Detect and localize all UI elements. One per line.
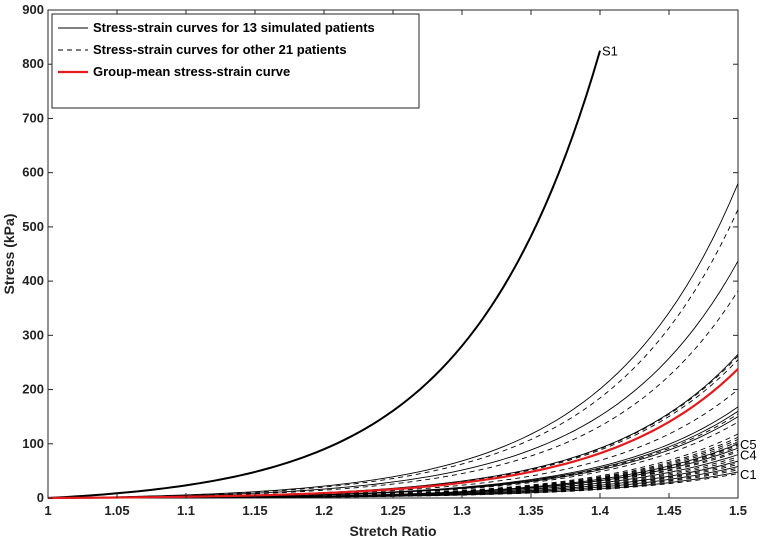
curve-label-c5: C5 <box>740 437 757 452</box>
curve-label-s1: S1 <box>602 44 618 59</box>
legend-label: Stress-strain curves for other 21 patien… <box>93 42 347 57</box>
curve-simulated-1 <box>47 183 739 499</box>
curve-label-c1: C1 <box>740 467 757 482</box>
x-tick-label: 1.5 <box>729 503 747 518</box>
x-axis-label: Stretch Ratio <box>349 523 436 539</box>
y-tick-label: 200 <box>22 382 44 397</box>
ticks-layer: 1 1.05 1.1 1.15 1.2 1.25 1.3 1.35 1.4 1.45 1.5 0 100… <box>22 2 747 518</box>
y-tick-label: 900 <box>22 2 44 17</box>
legend: Stress-strain curves for 13 simulated pa… <box>51 13 420 109</box>
curve-label-c4: C4 <box>740 448 757 463</box>
curve-other-19 <box>47 421 739 499</box>
x-tick-label: 1.3 <box>453 503 471 518</box>
y-tick-label: 0 <box>37 490 44 505</box>
y-tick-label: 800 <box>22 56 44 71</box>
y-tick-label: 600 <box>22 165 44 180</box>
legend-box <box>51 13 420 109</box>
curve-other-18 <box>47 413 739 499</box>
y-tick-label: 700 <box>22 110 44 125</box>
x-tick-label: 1.4 <box>591 503 610 518</box>
y-tick-label: 100 <box>22 436 44 451</box>
curve-mean-35 <box>47 368 739 500</box>
y-tick-label: 400 <box>22 273 44 288</box>
x-tick-label: 1.05 <box>104 503 129 518</box>
x-tick-label: 1.2 <box>315 503 333 518</box>
x-tick-label: 1.45 <box>656 503 681 518</box>
legend-label: Stress-strain curves for 13 simulated pa… <box>93 20 375 35</box>
y-tick-label: 500 <box>22 219 44 234</box>
x-tick-label: 1.35 <box>518 503 543 518</box>
curve-other-17 <box>47 389 739 499</box>
y-tick-label: 300 <box>22 327 44 342</box>
curve-other-13 <box>47 209 739 499</box>
x-tick-label: 1.15 <box>242 503 267 518</box>
x-tick-label: 1.25 <box>380 503 405 518</box>
x-tick-label: 1.1 <box>177 503 195 518</box>
curve-simulated-s1 <box>47 50 601 499</box>
legend-label: Group-mean stress-strain curve <box>93 64 290 79</box>
x-tick-label: 1 <box>44 503 51 518</box>
curve-other-14 <box>47 290 739 499</box>
y-axis-label: Stress (kPa) <box>1 214 17 295</box>
